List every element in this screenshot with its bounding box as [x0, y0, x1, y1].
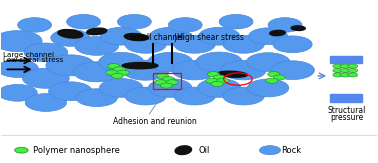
Circle shape	[341, 68, 350, 73]
Circle shape	[259, 146, 280, 155]
Bar	[330, 94, 362, 102]
Circle shape	[15, 147, 28, 153]
Circle shape	[162, 76, 174, 82]
Circle shape	[206, 78, 218, 83]
Circle shape	[211, 81, 223, 87]
Circle shape	[106, 70, 118, 75]
Circle shape	[341, 73, 350, 77]
Circle shape	[333, 64, 343, 68]
Circle shape	[266, 78, 278, 83]
Text: Structural: Structural	[328, 106, 366, 115]
Circle shape	[223, 35, 264, 53]
Ellipse shape	[291, 26, 305, 30]
Circle shape	[23, 68, 69, 88]
Ellipse shape	[270, 30, 285, 36]
Circle shape	[221, 60, 266, 80]
Circle shape	[101, 27, 142, 45]
Text: |: |	[174, 33, 177, 42]
Circle shape	[18, 18, 51, 32]
Circle shape	[51, 30, 90, 46]
Circle shape	[219, 15, 253, 29]
Circle shape	[147, 52, 193, 72]
Text: pressure: pressure	[330, 113, 364, 122]
Circle shape	[149, 27, 191, 45]
Text: Adhesion and reunion: Adhesion and reunion	[113, 117, 197, 126]
Circle shape	[213, 75, 225, 80]
Circle shape	[166, 80, 178, 85]
Circle shape	[273, 75, 285, 80]
Circle shape	[208, 72, 220, 77]
Circle shape	[46, 55, 95, 76]
Circle shape	[76, 89, 118, 107]
Circle shape	[333, 73, 343, 77]
Circle shape	[25, 94, 67, 111]
Circle shape	[174, 35, 215, 53]
Circle shape	[198, 27, 240, 45]
Circle shape	[268, 18, 302, 32]
Ellipse shape	[87, 28, 107, 35]
Ellipse shape	[175, 146, 192, 155]
Text: Oil: Oil	[198, 146, 210, 155]
Ellipse shape	[58, 30, 83, 38]
Circle shape	[148, 79, 192, 97]
Circle shape	[113, 67, 125, 72]
Circle shape	[168, 18, 202, 32]
Text: Low shear stress: Low shear stress	[3, 57, 63, 63]
Ellipse shape	[217, 71, 247, 77]
Text: High shear stress: High shear stress	[177, 33, 244, 42]
Circle shape	[155, 80, 167, 85]
Circle shape	[125, 35, 166, 53]
Circle shape	[174, 87, 215, 105]
Text: Large channel: Large channel	[3, 52, 54, 58]
Circle shape	[73, 62, 120, 82]
Bar	[153, 73, 181, 89]
Circle shape	[99, 79, 143, 97]
Circle shape	[197, 79, 241, 97]
Circle shape	[156, 73, 169, 78]
Text: Small channel: Small channel	[130, 33, 184, 42]
Circle shape	[125, 87, 166, 105]
Circle shape	[24, 43, 68, 62]
Circle shape	[122, 60, 169, 80]
Circle shape	[118, 15, 151, 29]
Circle shape	[217, 78, 229, 83]
Circle shape	[75, 37, 119, 55]
Circle shape	[247, 79, 289, 97]
Circle shape	[341, 64, 350, 68]
Circle shape	[172, 60, 217, 80]
Circle shape	[348, 64, 358, 68]
Circle shape	[117, 70, 129, 75]
Circle shape	[160, 83, 172, 88]
Text: Polymer nanosphere: Polymer nanosphere	[33, 146, 119, 155]
Ellipse shape	[124, 34, 148, 41]
Circle shape	[348, 73, 358, 77]
Circle shape	[48, 82, 92, 101]
Circle shape	[333, 68, 343, 73]
Circle shape	[112, 73, 124, 78]
Circle shape	[0, 84, 37, 101]
Circle shape	[223, 87, 264, 105]
Circle shape	[248, 28, 288, 45]
Circle shape	[246, 53, 290, 72]
Text: Rock: Rock	[281, 146, 301, 155]
Circle shape	[271, 61, 314, 80]
Circle shape	[0, 31, 42, 52]
Circle shape	[99, 52, 144, 72]
Circle shape	[108, 64, 120, 69]
Circle shape	[0, 60, 38, 77]
Bar	[330, 56, 362, 63]
Circle shape	[273, 36, 312, 53]
Circle shape	[67, 15, 101, 29]
Circle shape	[196, 52, 242, 72]
Circle shape	[268, 72, 280, 77]
Ellipse shape	[122, 63, 158, 69]
Circle shape	[348, 68, 358, 73]
